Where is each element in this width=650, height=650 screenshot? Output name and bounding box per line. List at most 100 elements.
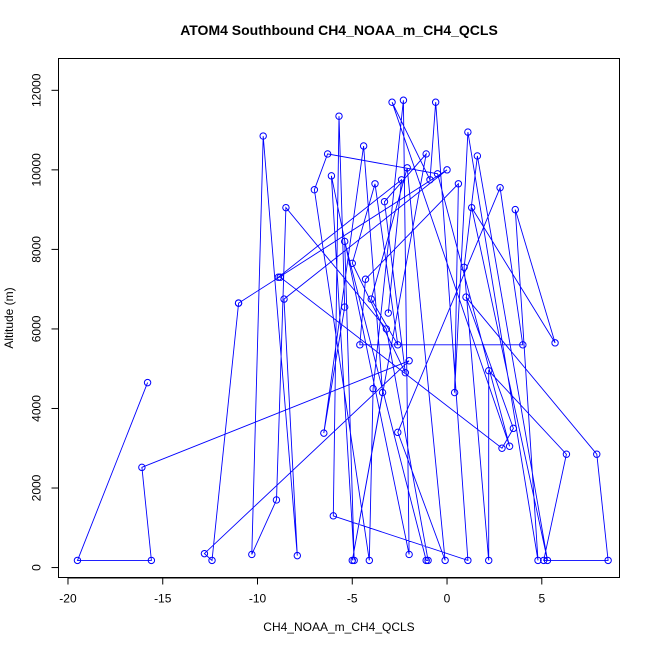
x-tick-label: -15 xyxy=(154,592,172,606)
x-tick-label: 0 xyxy=(444,592,451,606)
data-point xyxy=(534,556,542,565)
data-point xyxy=(405,550,413,559)
data-point xyxy=(422,150,430,158)
data-point xyxy=(464,556,472,565)
data-point xyxy=(335,112,343,120)
data-point xyxy=(496,184,504,192)
data-point xyxy=(274,273,283,281)
data-point xyxy=(551,339,559,347)
x-axis: -20 -15 -10 -5 0 5 xyxy=(59,577,545,606)
data-point xyxy=(147,556,156,565)
data-point xyxy=(282,203,290,212)
data-point xyxy=(378,388,387,397)
data-point xyxy=(399,96,408,104)
data-point xyxy=(369,384,377,393)
data-point xyxy=(505,442,514,450)
data-point xyxy=(348,556,356,565)
data-point xyxy=(200,549,209,558)
data-point xyxy=(280,295,288,303)
data-point xyxy=(327,172,336,180)
data-point xyxy=(234,299,243,307)
y-tick-label: 10000 xyxy=(30,153,44,187)
y-tick-label: 4000 xyxy=(30,395,44,422)
data-point xyxy=(464,128,472,136)
data-point xyxy=(382,325,391,333)
data-point xyxy=(340,237,349,246)
data-point xyxy=(401,368,410,377)
chart-title: ATOM4 Southbound CH4_NOAA_m_CH4_QCLS xyxy=(180,22,498,38)
data-point xyxy=(380,197,389,206)
y-tick-label: 8000 xyxy=(30,236,44,263)
y-tick-label: 6000 xyxy=(30,315,44,342)
data-point xyxy=(485,556,493,565)
data-point xyxy=(361,275,370,283)
data-point xyxy=(397,176,406,184)
data-point xyxy=(498,444,506,452)
data-point xyxy=(348,259,356,268)
data-point xyxy=(403,164,411,172)
data-point xyxy=(323,150,332,158)
data-point xyxy=(138,463,146,472)
y-tick-label: 2000 xyxy=(30,474,44,501)
data-point xyxy=(424,556,432,565)
data-point xyxy=(539,556,548,565)
data-point xyxy=(431,98,440,106)
data-point xyxy=(340,303,349,311)
data-point xyxy=(272,496,281,504)
data-point xyxy=(593,450,601,458)
data-point xyxy=(356,341,364,349)
series-lines xyxy=(76,100,609,562)
data-point xyxy=(310,186,319,194)
x-tick-label: 5 xyxy=(538,592,545,606)
data-point xyxy=(405,357,413,365)
x-axis-label: CH4_NOAA_m_CH4_QCLS xyxy=(263,620,414,634)
data-point xyxy=(329,512,338,520)
data-point xyxy=(394,428,402,437)
data-point xyxy=(276,273,284,281)
data-point xyxy=(350,556,358,565)
y-tick-label: 12000 xyxy=(30,73,44,107)
y-axis: 0 2000 4000 6000 8000 10000 12000 xyxy=(30,73,59,571)
data-point xyxy=(443,166,451,174)
data-point xyxy=(509,424,518,433)
data-point xyxy=(426,176,434,184)
data-point xyxy=(259,132,267,140)
data-point xyxy=(384,309,392,317)
data-point xyxy=(359,142,368,150)
data-point xyxy=(388,98,396,106)
data-point xyxy=(460,263,468,271)
y-axis-label: Altitude (m) xyxy=(2,287,16,348)
data-point xyxy=(519,341,527,349)
data-point xyxy=(248,550,256,559)
data-point xyxy=(73,556,82,565)
data-point xyxy=(485,366,493,375)
data-point xyxy=(467,203,476,212)
data-point xyxy=(371,180,379,188)
x-tick-label: -5 xyxy=(347,592,358,606)
y-tick-label: 0 xyxy=(30,564,44,571)
data-point xyxy=(367,295,375,303)
data-point xyxy=(450,388,459,397)
data-point xyxy=(293,551,302,560)
data-point xyxy=(473,152,482,160)
x-tick-label: -20 xyxy=(59,592,77,606)
data-point xyxy=(143,378,152,387)
data-point xyxy=(365,556,374,565)
data-point xyxy=(562,450,571,458)
x-tick-label: -10 xyxy=(249,592,267,606)
data-point xyxy=(433,170,442,178)
data-point xyxy=(208,556,216,565)
data-point xyxy=(441,556,449,565)
series-line xyxy=(76,100,609,562)
data-point xyxy=(511,205,519,214)
data-point xyxy=(320,429,328,437)
data-point xyxy=(454,180,463,188)
data-point xyxy=(394,341,402,349)
series-points xyxy=(73,96,612,565)
data-point xyxy=(422,556,430,565)
data-point xyxy=(543,556,552,565)
data-point xyxy=(462,293,470,301)
data-point xyxy=(604,556,612,565)
